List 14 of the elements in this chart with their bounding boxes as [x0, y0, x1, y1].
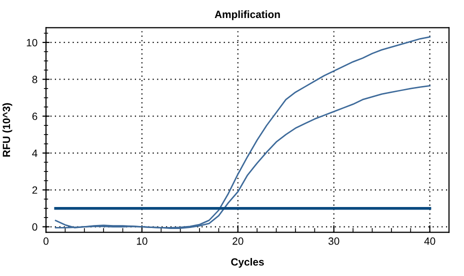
- y-tick-label: 8: [32, 76, 38, 84]
- x-tick-label: 10: [136, 237, 148, 245]
- chart-title: Amplification: [214, 10, 280, 20]
- y-axis-title: RFU (10^3): [2, 103, 12, 157]
- x-tick-label: 30: [328, 237, 340, 245]
- y-tick-label: 6: [32, 112, 38, 120]
- x-tick-label: 40: [424, 237, 436, 245]
- x-axis-title: Cycles: [231, 258, 264, 268]
- y-tick-label: 2: [32, 186, 38, 194]
- y-tick-label: 10: [26, 38, 38, 46]
- y-tick-label: 4: [32, 150, 38, 157]
- y-tick-label: 0: [32, 223, 38, 231]
- x-tick-label: 20: [232, 237, 244, 245]
- x-tick-label: 0: [44, 237, 48, 245]
